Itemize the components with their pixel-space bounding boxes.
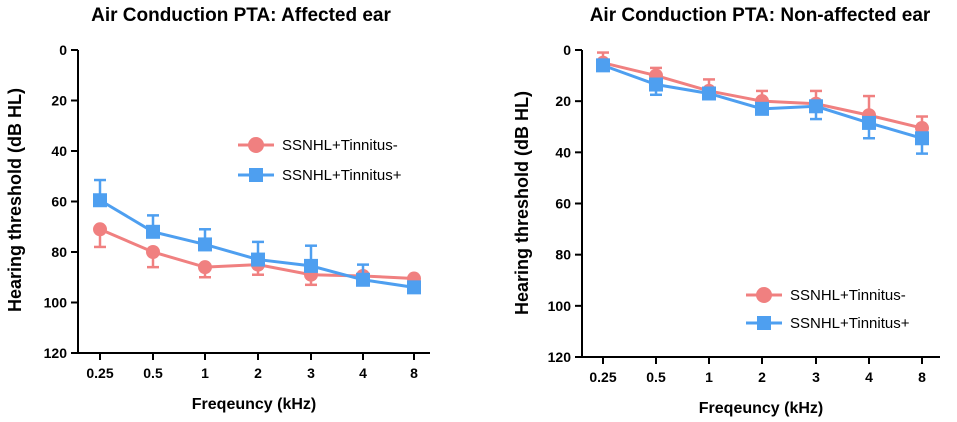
series-layer xyxy=(596,51,929,155)
series-tinnitus-negative xyxy=(596,51,929,136)
x-tick-label: 8 xyxy=(410,365,418,381)
x-tick-label: 0.5 xyxy=(143,365,163,381)
y-tick-label: 100 xyxy=(44,295,68,311)
x-tick-label: 1 xyxy=(201,365,209,381)
data-point xyxy=(702,86,716,101)
chart-title: Air Conduction PTA: Non-affected ear xyxy=(590,5,931,26)
data-point xyxy=(304,258,318,273)
legend-label: SSNHL+Tinnitus+ xyxy=(282,167,402,184)
y-tick-label: 0 xyxy=(563,42,571,58)
data-point xyxy=(407,280,421,295)
x-tick-label: 3 xyxy=(307,365,315,381)
legend: SSNHL+Tinnitus- SSNHL+Tinnitus+ xyxy=(746,287,910,332)
data-point xyxy=(809,99,823,114)
x-ticks: 0.25 0.5 1 2 3 4 8 xyxy=(86,353,418,381)
legend-marker xyxy=(757,316,771,330)
data-point xyxy=(198,237,212,252)
data-point xyxy=(93,222,107,237)
x-tick-label: 0.25 xyxy=(589,369,616,385)
y-tick-label: 60 xyxy=(51,194,67,210)
x-axis-label: Freqeuncy (kHz) xyxy=(699,400,823,417)
y-tick-label: 120 xyxy=(44,345,68,361)
data-point xyxy=(356,272,370,287)
y-tick-label: 80 xyxy=(555,247,571,263)
x-tick-label: 8 xyxy=(918,369,926,385)
legend-marker xyxy=(249,168,263,182)
x-tick-label: 0.25 xyxy=(86,365,113,381)
x-tick-label: 1 xyxy=(705,369,713,385)
y-ticks: 0 20 40 60 80 100 120 xyxy=(44,42,78,361)
y-tick-label: 60 xyxy=(555,196,571,212)
legend-marker xyxy=(756,287,772,303)
data-point xyxy=(146,224,160,239)
data-point xyxy=(915,131,929,146)
y-tick-label: 0 xyxy=(59,42,67,58)
x-tick-label: 2 xyxy=(254,365,262,381)
chart-non-affected-ear: Air Conduction PTA: Non-affected ear Hea… xyxy=(512,5,940,417)
x-tick-label: 2 xyxy=(758,369,766,385)
x-tick-label: 0.5 xyxy=(646,369,666,385)
x-tick-label: 4 xyxy=(865,369,873,385)
legend: SSNHL+Tinnitus- SSNHL+Tinnitus+ xyxy=(238,137,402,184)
x-axis-label: Freqeuncy (kHz) xyxy=(192,396,316,413)
y-tick-label: 40 xyxy=(555,144,571,160)
data-point xyxy=(755,101,769,116)
y-tick-label: 20 xyxy=(555,93,571,109)
y-ticks: 0 20 40 60 80 100 120 xyxy=(548,42,582,365)
chart-title: Air Conduction PTA: Affected ear xyxy=(91,5,391,26)
data-point xyxy=(146,245,160,259)
series-layer xyxy=(93,178,421,295)
data-point xyxy=(596,58,610,73)
y-tick-label: 20 xyxy=(51,93,67,109)
y-axis-label: Hearing threshold (dB HL) xyxy=(5,88,25,312)
legend-label: SSNHL+Tinnitus+ xyxy=(790,315,910,332)
data-point xyxy=(862,115,876,130)
x-tick-label: 4 xyxy=(359,365,367,381)
y-tick-label: 120 xyxy=(548,349,572,365)
data-point xyxy=(649,77,663,92)
y-tick-label: 40 xyxy=(51,143,67,159)
chart-affected-ear: Air Conduction PTA: Affected ear Hearing… xyxy=(5,5,430,413)
data-point xyxy=(93,193,107,208)
data-point xyxy=(198,260,212,275)
y-tick-label: 100 xyxy=(548,298,572,314)
y-axis-label: Hearing threshold (dB HL) xyxy=(512,91,532,315)
legend-marker xyxy=(248,137,264,153)
data-point xyxy=(251,252,265,267)
series-tinnitus-positive xyxy=(596,58,929,155)
y-tick-label: 80 xyxy=(51,244,67,260)
x-ticks: 0.25 0.5 1 2 3 4 8 xyxy=(589,357,926,385)
series-tinnitus-positive xyxy=(93,178,421,295)
x-tick-label: 3 xyxy=(812,369,820,385)
legend-label: SSNHL+Tinnitus- xyxy=(790,287,906,304)
legend-label: SSNHL+Tinnitus- xyxy=(282,137,398,154)
